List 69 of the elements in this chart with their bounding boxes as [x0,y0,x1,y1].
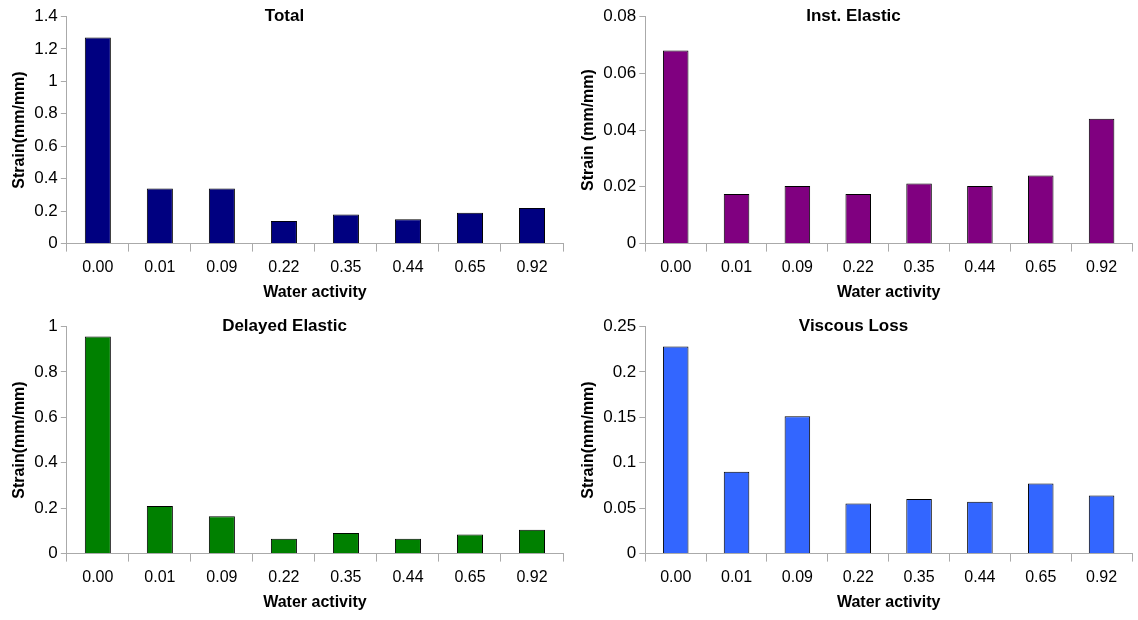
x-tick-label: 0.00 [660,567,692,585]
chart-title: Total [264,5,305,25]
x-tick-label: 0.35 [903,257,935,275]
x-tick-label: 0.44 [392,567,424,585]
x-tick-label: 0.22 [268,567,300,585]
y-tick-label: 0.4 [34,168,58,188]
x-tick-label: 0.22 [842,567,874,585]
x-tick-label: 0.65 [1025,257,1057,275]
x-axis-title: Water activity [263,592,367,610]
x-tick-label: 0.22 [268,257,300,275]
y-axis-title: Strain (mm/mm) [579,69,597,191]
chart-title: Viscous Loss [798,315,909,335]
x-tick-label: 0.44 [964,257,996,275]
x-tick-label: 0.92 [1086,567,1118,585]
y-tick-label: 0.2 [34,497,58,517]
y-tick-label: 0 [626,233,637,253]
y-tick-label: 1 [48,71,58,90]
x-tick-label: 0.01 [144,257,176,275]
y-tick-label: 0.8 [34,361,58,381]
y-axis-title: Strain(mm/mm) [579,381,597,499]
x-tick-label: 0.44 [392,257,424,275]
x-tick-label: 0.44 [964,567,996,585]
y-tick-label: 0.05 [603,497,637,517]
x-tick-label: 0.35 [330,257,362,275]
y-tick-label: 0.6 [34,135,58,155]
y-tick-label: 0 [48,233,58,253]
x-axis-title: Water activity [836,592,941,610]
y-tick-label: 0.02 [603,176,637,196]
x-axis-title: Water activity [836,282,941,300]
x-tick-label: 0.92 [516,567,548,585]
y-tick-label: 0.8 [34,103,58,123]
x-tick-label: 0.09 [781,257,814,275]
x-axis-title: Water activity [263,282,367,300]
x-tick-label: 0.01 [720,257,753,275]
y-tick-label: 0.06 [603,62,637,82]
x-tick-label: 0.35 [903,567,935,585]
y-tick-label: 0.04 [603,119,637,139]
x-tick-label: 0.09 [206,257,238,275]
x-tick-label: 0.01 [720,567,753,585]
chart-title: Inst. Elastic [806,5,901,25]
y-tick-label: 0.6 [34,406,58,426]
x-tick-label: 0.65 [454,257,486,275]
x-tick-label: 0.22 [842,257,874,275]
y-tick-label: 0.2 [612,361,637,381]
x-tick-label: 0.92 [1086,257,1118,275]
y-axis-title: Strain(mm/mm) [10,71,28,189]
y-tick-label: 0.2 [34,200,58,220]
x-tick-label: 0.09 [781,567,814,585]
y-tick-label: 1.4 [34,6,58,26]
x-tick-label: 0.92 [516,257,548,275]
x-tick-label: 0.35 [330,567,362,585]
y-axis-title: Strain(mm/mm) [10,381,28,499]
x-tick-label: 0.65 [1025,567,1057,585]
y-tick-label: 0.15 [603,406,637,426]
y-tick-label: 0.08 [603,6,637,26]
x-tick-label: 0.01 [144,567,176,585]
x-tick-label: 0.00 [82,257,114,275]
x-tick-label: 0.00 [82,567,114,585]
x-tick-label: 0.09 [206,567,238,585]
y-tick-label: 0.4 [34,452,58,472]
y-tick-label: 0.25 [603,316,637,336]
x-tick-label: 0.00 [660,257,692,275]
y-tick-label: 1 [48,316,58,336]
x-tick-label: 0.65 [454,567,486,585]
y-tick-label: 0 [48,543,58,563]
y-tick-label: 0.1 [612,452,637,472]
y-tick-label: 0 [626,543,637,563]
y-tick-label: 1.2 [34,38,58,58]
chart-title: Delayed Elastic [222,315,347,335]
